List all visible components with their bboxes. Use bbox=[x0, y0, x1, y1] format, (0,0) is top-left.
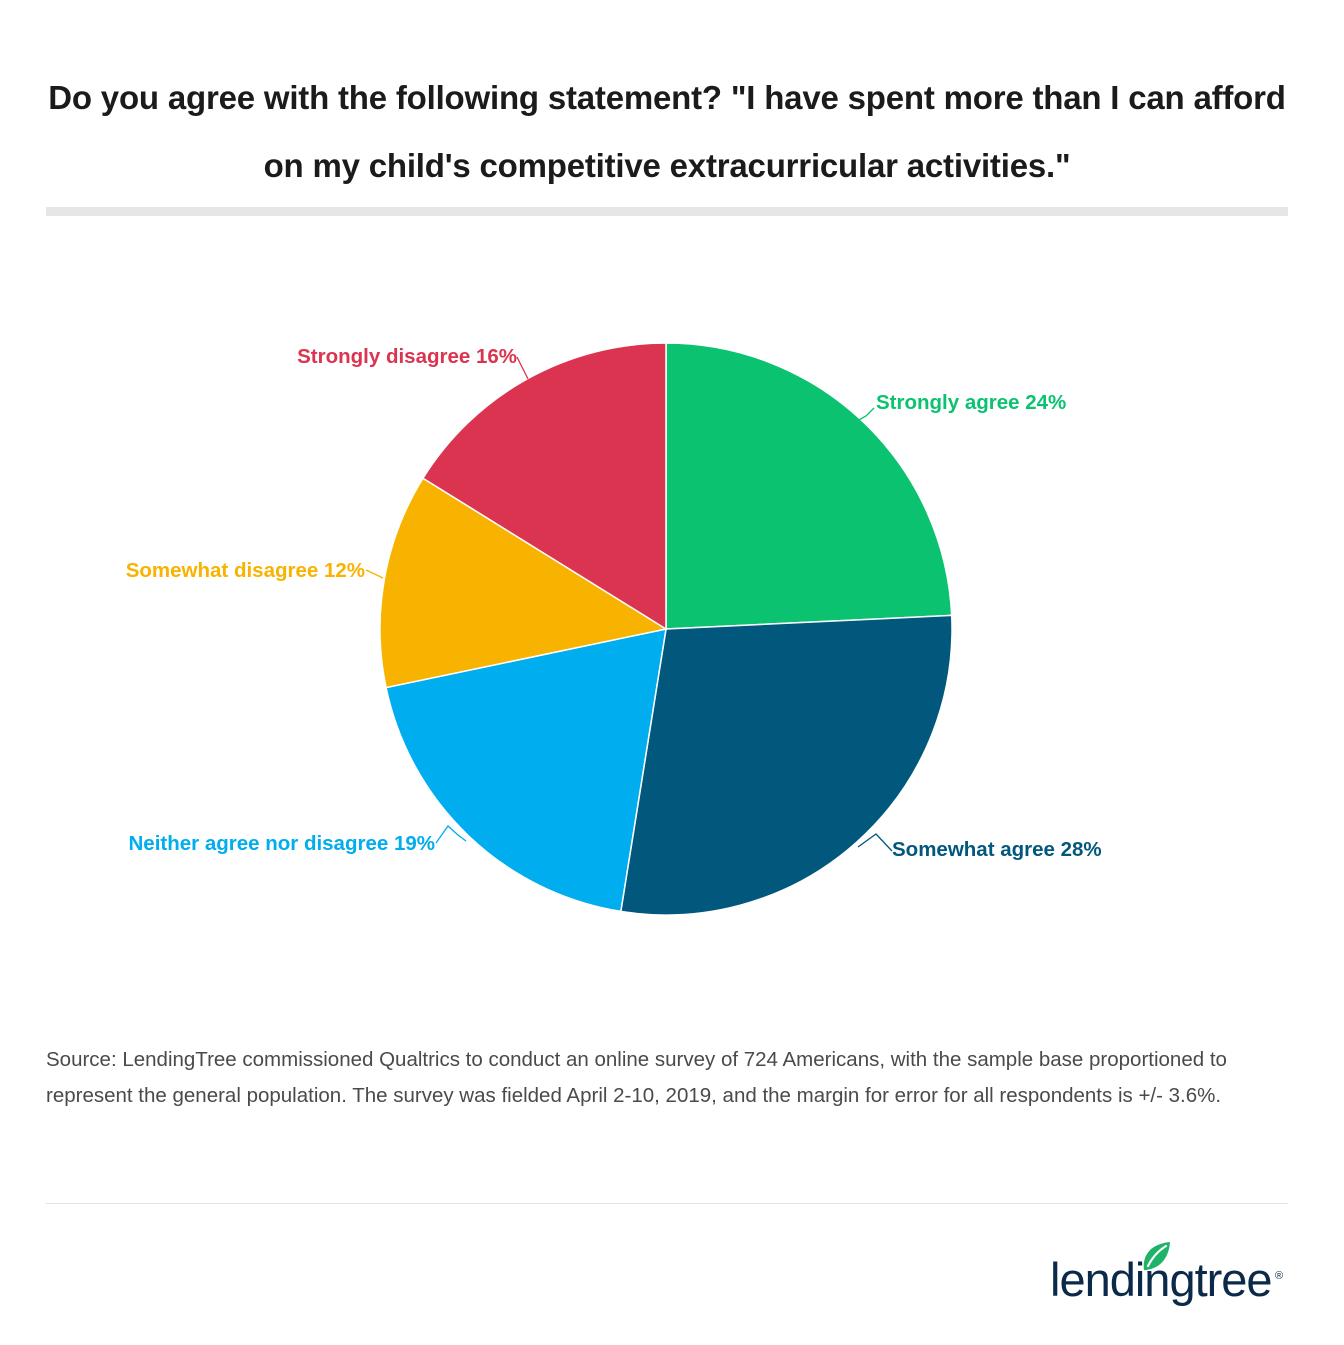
slice-leader-line bbox=[840, 407, 875, 431]
footer-divider bbox=[46, 1203, 1288, 1204]
pie-slice bbox=[385, 628, 667, 913]
logo-wordmark: lendingtree bbox=[1050, 1253, 1273, 1306]
slice-leader-line bbox=[365, 569, 384, 579]
pie-chart: Strongly agree 24% Somewhat agree 28% Neit… bbox=[126, 342, 1102, 916]
source-note: Source: LendingTree commissioned Qualtri… bbox=[46, 1048, 1227, 1107]
slice-leader-line bbox=[857, 833, 893, 852]
registered-mark: ® bbox=[1275, 1270, 1284, 1282]
leaf-icon bbox=[1143, 1242, 1170, 1270]
pie-slice bbox=[379, 477, 668, 689]
slice-label: Somewhat disagree 12% bbox=[126, 559, 365, 582]
slice-label: Strongly disagree 16% bbox=[297, 345, 517, 368]
chart-title: Do you agree with the following statemen… bbox=[48, 79, 1286, 184]
pie-slice bbox=[619, 614, 953, 916]
pie-slice bbox=[665, 342, 953, 630]
slice-label: Neither agree nor disagree 19% bbox=[129, 832, 436, 855]
slice-label: Somewhat agree 28% bbox=[892, 838, 1102, 861]
title-divider bbox=[46, 207, 1288, 216]
pie-slice bbox=[421, 342, 667, 631]
slice-leader-line bbox=[435, 825, 467, 844]
slice-label: Strongly agree 24% bbox=[876, 391, 1066, 414]
lendingtree-logo: lendingtree ® bbox=[1050, 1240, 1290, 1320]
slice-leader-line bbox=[516, 356, 529, 380]
